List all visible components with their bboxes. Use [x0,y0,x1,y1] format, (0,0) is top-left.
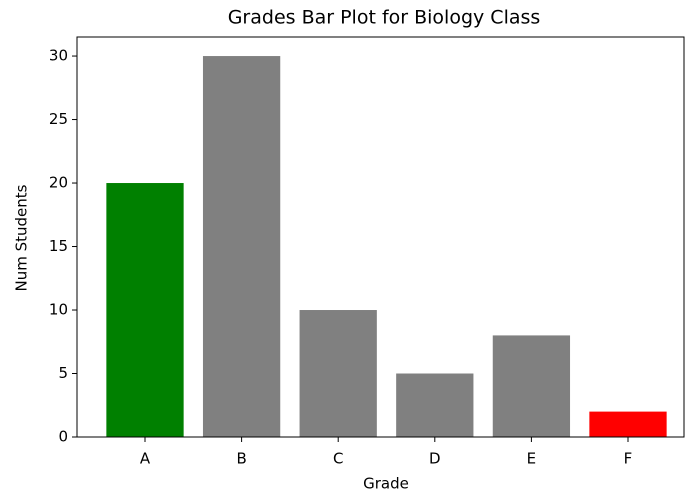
y-tick-label: 0 [58,428,68,446]
bar [396,373,474,437]
x-axis-label: Grade [363,475,409,493]
bar [299,310,377,437]
y-axis-label: Num Students [13,184,31,291]
y-tick-label: 10 [49,301,68,319]
x-tick-label: E [527,450,536,468]
x-tick-label: B [236,450,246,468]
bar [202,56,281,438]
y-tick-label: 30 [49,47,68,65]
bar [589,411,667,437]
chart-title: Grades Bar Plot for Biology Class [228,7,541,29]
y-tick-label: 15 [49,237,68,255]
bar [492,335,571,437]
x-tick-label: A [140,450,151,468]
x-tick-label: D [429,450,441,468]
x-tick-label: F [624,450,633,468]
bar [106,183,184,437]
plot-frame [76,36,685,438]
y-tick-label: 25 [49,110,68,128]
x-tick-label: C [333,450,343,468]
y-tick-label: 20 [49,174,68,192]
y-tick-label: 5 [58,364,68,382]
